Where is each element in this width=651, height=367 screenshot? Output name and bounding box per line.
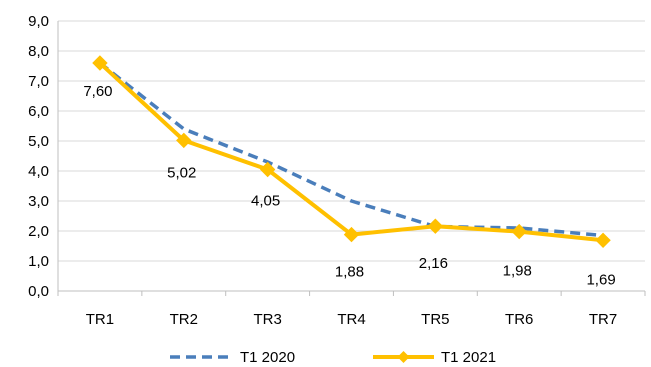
legend-label: T1 2020 [240, 349, 295, 366]
x-tick-label: TR3 [253, 311, 281, 328]
x-tick-label: TR7 [589, 311, 617, 328]
data-label: 2,16 [419, 255, 448, 272]
x-axis: TR1 TR2 TR3 TR4 TR5 TR6 TR7 [57, 21, 646, 328]
y-tick-label: 0,0 [28, 283, 49, 300]
data-label: 1,88 [335, 264, 364, 281]
series-point-marker [427, 218, 444, 234]
series-lines [92, 55, 611, 249]
data-label: 5,02 [167, 164, 196, 181]
data-label: 1,69 [586, 271, 615, 288]
x-tick-label: TR6 [505, 311, 533, 328]
legend-label: T1 2021 [441, 349, 496, 366]
series-line [98, 61, 604, 243]
gridlines [58, 20, 645, 292]
x-tick-label: TR4 [337, 311, 365, 328]
series-point-marker [176, 132, 192, 149]
data-label: 4,05 [251, 193, 280, 210]
series-point-marker [259, 161, 276, 178]
data-label: 1,98 [503, 263, 532, 280]
series-point-marker [511, 223, 527, 240]
x-tick-label: TR2 [170, 311, 198, 328]
y-tick-label: 4,0 [28, 163, 49, 180]
y-axis-tick-labels: 0,0 1,0 2,0 3,0 4,0 5,0 6,0 7,0 8,0 9,0 [28, 13, 49, 300]
y-tick-label: 1,0 [28, 253, 49, 270]
y-tick-label: 9,0 [28, 13, 49, 30]
y-tick-label: 3,0 [28, 193, 49, 210]
series-line [98, 61, 604, 238]
data-labels: 7,60 5,02 4,05 1,88 2,16 1,98 1,69 [83, 83, 615, 288]
y-tick-label: 8,0 [28, 43, 49, 60]
x-tick-label: TR5 [421, 311, 449, 328]
x-tick-label: TR1 [86, 311, 114, 328]
y-tick-label: 6,0 [28, 103, 49, 120]
y-tick-label: 7,0 [28, 73, 49, 90]
series-point-marker [92, 55, 108, 71]
series-point-marker [595, 232, 611, 249]
y-tick-label: 5,0 [28, 133, 49, 150]
y-tick-label: 2,0 [28, 223, 49, 240]
legend-marker [397, 351, 410, 363]
legend: T1 2020 T1 2021 [170, 349, 496, 366]
series-point-marker [343, 226, 360, 243]
data-label: 7,60 [83, 83, 112, 100]
